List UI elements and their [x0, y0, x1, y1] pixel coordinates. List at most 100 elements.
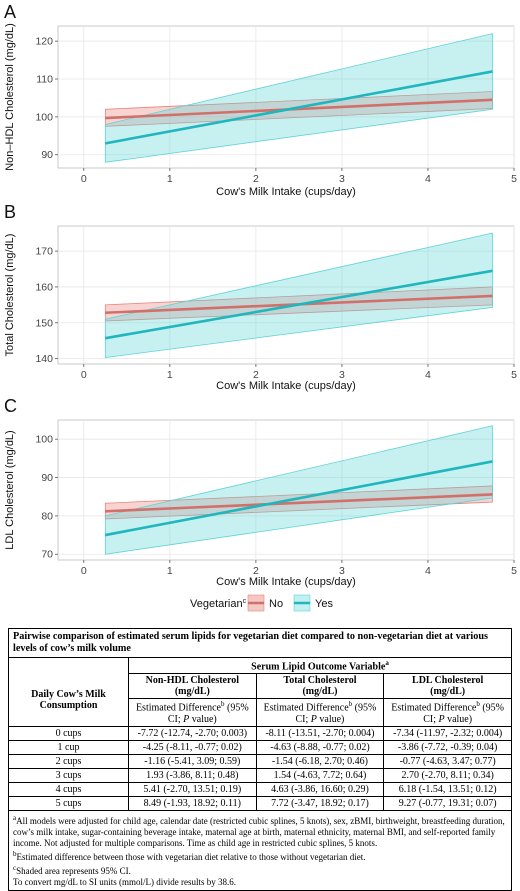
- panel-b-plot-background: [57, 225, 515, 365]
- y-tick-label: 80: [41, 510, 53, 522]
- panel-c-letter: C: [4, 396, 17, 416]
- table-note: bEstimated difference between those with…: [13, 849, 366, 862]
- table-cell: 6.18 (-1.54, 13.51; 0.12): [383, 781, 512, 797]
- table-row: 0 cups -7.72 (-12.74, -2.70; 0.003) -8.1…: [8, 725, 512, 741]
- y-tick-label: 90: [41, 472, 53, 484]
- panel-c-marks: [104, 425, 493, 555]
- y-tick-label: 150: [35, 317, 53, 329]
- table-column-header: Non-HDL Cholesterol (mg/dL): [127, 673, 257, 700]
- table-subheader-row: Estimated Differenceb (95% CI; P value) …: [9, 698, 512, 727]
- table-row: 1 cup -4.25 (-8.11, -0.77; 0.02) -4.63 (…: [8, 739, 512, 755]
- table-subheader: Estimated Differenceb (95% CI; P value): [127, 698, 257, 727]
- x-tick-label: 4: [425, 369, 431, 381]
- table-row-label: 0 cups: [8, 725, 129, 741]
- panel-b-x-ticks: 0 1 2 3 4 5: [81, 364, 517, 381]
- panel-c-x-ticks: 0 1 2 3 4 5: [81, 560, 517, 577]
- panel-b-y-axis-title: Total Cholesterol (mg/dL): [4, 234, 16, 357]
- table-notes-row: aAll models were adjusted for child age,…: [8, 809, 512, 891]
- table-row-label: 2 cups: [8, 753, 129, 769]
- table-note: cShaded area represents 95% CI.: [13, 863, 131, 876]
- table-group-header-row: Serum Lipid Outcome Variablea: [8, 656, 513, 675]
- series-line-yes: [105, 269, 493, 340]
- table-cell: 5.41 (-2.70, 13.51; 0.19): [127, 781, 257, 797]
- results-table-container: Pairwise comparison of estimated serum l…: [8, 628, 513, 891]
- legend-label-no: No: [269, 598, 283, 610]
- table-subheader: Estimated Differenceb (95% CI; P value): [383, 698, 512, 727]
- x-tick-label: 5: [511, 173, 517, 185]
- series-line-no: [105, 493, 493, 513]
- table-cell: -4.25 (-8.11, -0.77; 0.02): [127, 739, 257, 755]
- x-tick-label: 0: [81, 173, 87, 185]
- x-tick-label: 4: [425, 173, 431, 185]
- table-subheader: Estimated Differenceb (95% CI; P value): [255, 698, 385, 727]
- table-note: aAll models were adjusted for child age,…: [13, 813, 505, 848]
- table-column-header-row: Daily Cow’s Milk Consumption Non-HDL Cho…: [8, 673, 512, 727]
- panel-c-x-axis-title: Cow's Milk Intake (cups/day): [216, 576, 356, 588]
- table-cell: 2.70 (-2.70, 8.11; 0.34): [383, 767, 512, 783]
- panel-a-y-ticks: 90 100 110 120: [35, 36, 58, 161]
- panel-b-x-axis-title: Cow's Milk Intake (cups/day): [216, 380, 356, 392]
- x-tick-label: 1: [167, 173, 173, 185]
- x-tick-label: 5: [511, 565, 517, 577]
- legend-label-yes: Yes: [315, 598, 333, 610]
- x-tick-label: 3: [339, 565, 345, 577]
- table-row-label: 4 cups: [8, 781, 129, 797]
- x-tick-label: 1: [167, 369, 173, 381]
- table-row-header: Daily Cow’s Milk Consumption: [8, 673, 129, 727]
- table-title: Pairwise comparison of estimated serum l…: [8, 628, 512, 658]
- table-row-label: 3 cups: [8, 767, 129, 783]
- ci-band-yes: [104, 232, 493, 359]
- table-cell: 4.63 (-3.86, 16.60; 0.29): [255, 781, 385, 797]
- x-tick-label: 1: [167, 565, 173, 577]
- x-tick-label: 2: [253, 173, 259, 185]
- table-column-header: Total Cholesterol (mg/dL): [255, 673, 385, 700]
- panel-a-x-axis-title: Cow's Milk Intake (cups/day): [216, 186, 356, 198]
- table-notes: aAll models were adjusted for child age,…: [8, 809, 512, 891]
- table-row: 5 cups 8.49 (-1.93, 18.92; 0.11) 7.72 (-…: [8, 795, 512, 811]
- results-table: Pairwise comparison of estimated serum l…: [8, 628, 513, 891]
- table-row: 2 cups -1.16 (-5.41, 3.09; 0.59) -1.54 (…: [8, 753, 512, 769]
- table-row-label: 1 cup: [8, 739, 129, 755]
- table-cell: -4.63 (-8.88, -0.77; 0.02): [255, 739, 385, 755]
- table-cell: -7.34 (-11.97, -2.32; 0.004): [383, 725, 512, 741]
- table-cell: -0.77 (-4.63, 3.47; 0.77): [383, 753, 512, 769]
- table-cell: 8.49 (-1.93, 18.92; 0.11): [127, 795, 257, 811]
- x-tick-label: 4: [425, 565, 431, 577]
- panel-b-marks: [104, 232, 493, 359]
- panel-c-y-axis-title: LDL Cholesterol (mg/dL): [4, 430, 16, 549]
- legend: Vegetarianc No Yes: [190, 594, 333, 612]
- x-tick-label: 5: [511, 369, 517, 381]
- table-cell: 1.54 (-4.63, 7.72; 0.64): [255, 767, 385, 783]
- panel-b: B 0 1 2 3 4 5 140 150 160 170 Cow's Milk Intake …: [4, 202, 517, 392]
- table-column-header: LDL Cholesterol (mg/dL): [383, 673, 512, 700]
- panel-a-letter: A: [4, 2, 16, 22]
- table-note: To convert mg/dL to SI units (mmol/L) di…: [13, 876, 237, 887]
- y-tick-label: 90: [41, 149, 53, 161]
- table-cell: 9.27 (-0.77, 19.31; 0.07): [383, 795, 512, 811]
- table-title-row: Pairwise comparison of estimated serum l…: [8, 628, 512, 658]
- panel-b-grid: [58, 226, 515, 364]
- panel-c-grid: [58, 420, 515, 560]
- ci-band-yes: [104, 425, 493, 555]
- y-tick-label: 100: [35, 434, 53, 446]
- table-cell: -7.72 (-12.74, -2.70; 0.003): [127, 725, 257, 741]
- series-line-yes: [105, 460, 493, 537]
- x-tick-label: 0: [81, 369, 87, 381]
- table-cell: -3.86 (-7.72, -0.39; 0.04): [383, 739, 512, 755]
- panel-b-y-ticks: 140 150 160 170: [35, 246, 58, 365]
- y-tick-label: 170: [35, 246, 53, 258]
- y-tick-label: 120: [35, 36, 53, 48]
- panel-a: A 0 1 2 3 4 5 90 100 110 120 Cow's Milk Intake (…: [4, 2, 517, 198]
- charts-figure: A 0 1 2 3 4 5 90 100 1 1 0 120 Cow's Milk Intake (…: [4, 2, 517, 612]
- table-cell: -1.54 (-6.18, 2.70; 0.46): [255, 753, 385, 769]
- x-tick-label: 3: [339, 369, 345, 381]
- y-tick-label: 100: [35, 111, 53, 123]
- y-tick-label: 160: [35, 281, 53, 293]
- x-tick-label: 2: [253, 565, 259, 577]
- ci-band-yes: [104, 33, 493, 163]
- table-row: 3 cups 1.93 (-3.86, 8.11; 0.48) 1.54 (-4…: [8, 767, 512, 783]
- panel-c: C 0 1 2 3 4 5 70 80 90 100 Cow's Milk Intake (cu…: [4, 396, 517, 588]
- series-line-no: [105, 98, 493, 120]
- table-cell: 7.72 (-3.47, 18.92; 0.17): [255, 795, 385, 811]
- panel-a-plot-background: [57, 25, 515, 169]
